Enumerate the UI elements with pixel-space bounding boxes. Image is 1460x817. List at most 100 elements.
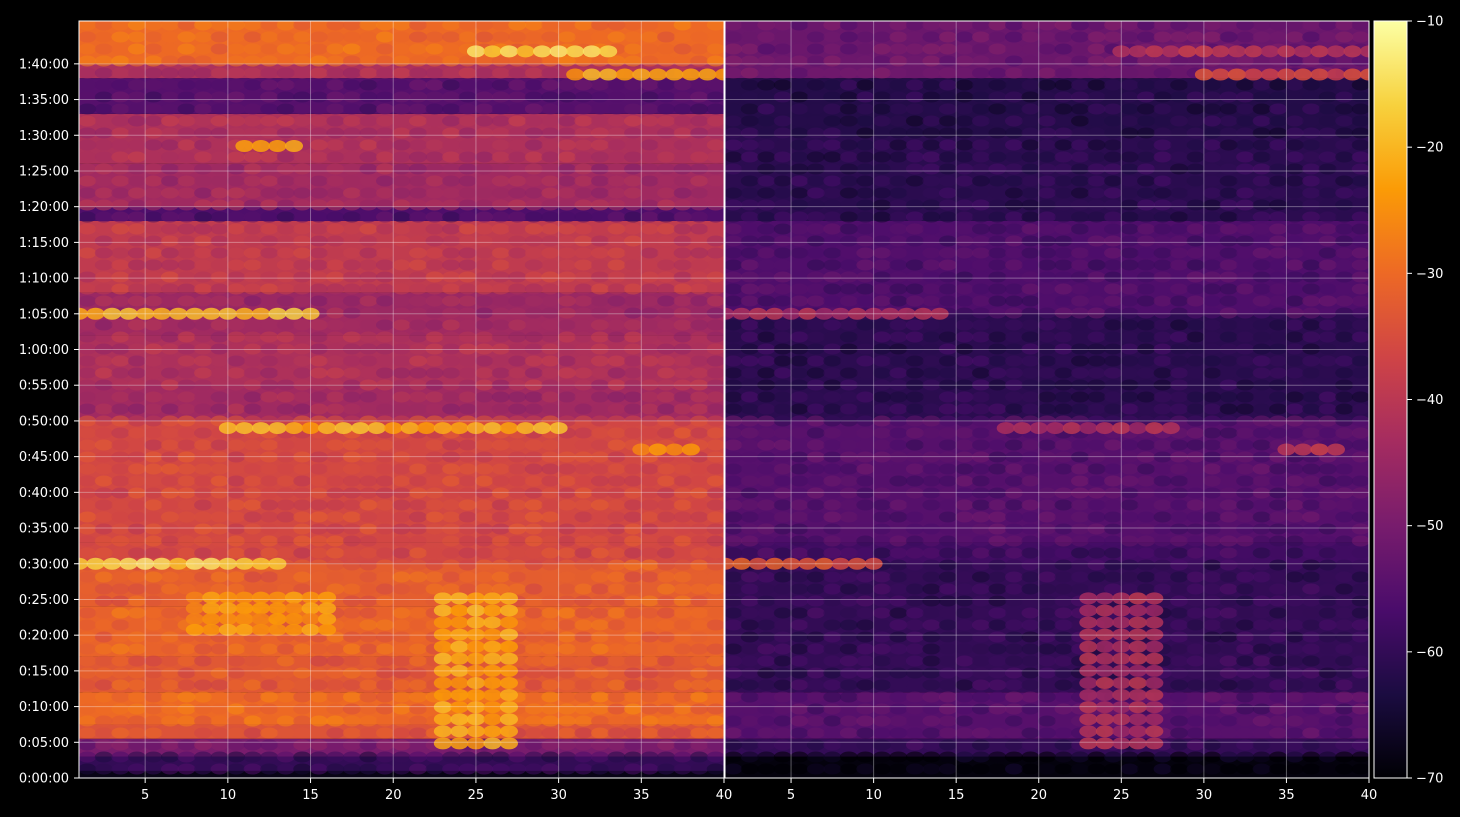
heatmap-cell [94,127,113,139]
heatmap-cell [1236,175,1255,187]
heatmap-cell [1186,655,1205,667]
heatmap-cell [757,151,776,163]
heatmap-cell [673,535,692,547]
heatmap-cell [905,283,924,295]
heatmap-cell [342,691,361,703]
heatmap-cell [607,523,626,535]
heatmap-cell [111,103,130,115]
heatmap-cell [541,391,560,403]
heatmap-cell [574,55,593,67]
heatmap-cell [938,247,957,259]
heatmap-hotspot [500,737,518,750]
heatmap-cell [79,583,97,595]
heatmap-cell [1054,523,1073,535]
heatmap-cell [177,751,196,763]
heatmap-cell [725,547,743,559]
heatmap-cell [1120,103,1139,115]
heatmap-hotspot [318,591,337,604]
heatmap-cell [127,127,146,139]
heatmap-cell [1252,127,1271,139]
heatmap-cell [1087,43,1106,55]
heatmap-cell [111,607,130,619]
heatmap-cell [227,199,246,211]
heatmap-cell [541,235,560,247]
heatmap-cell [276,31,295,43]
heatmap-cell [673,199,692,211]
heatmap-cell [740,79,759,91]
heatmap-cell [1252,715,1271,727]
heatmap-cell [971,523,990,535]
heatmap-cell [955,415,974,427]
heatmap-cell [260,247,279,259]
heatmap-cell [690,247,709,259]
heatmap-cell [127,655,146,667]
heatmap-cell [640,175,659,187]
heatmap-cell [293,271,312,283]
heatmap-cell [806,595,825,607]
heatmap-cell [806,451,825,463]
heatmap-cell [1021,475,1040,487]
heatmap-cell [210,643,229,655]
heatmap-cell [79,115,97,127]
heatmap-cell [624,151,643,163]
heatmap-cell [872,295,891,307]
heatmap-cell [773,319,792,331]
heatmap-cell [475,487,494,499]
heatmap-cell [144,547,163,559]
heatmap-cell [955,379,974,391]
heatmap-cell [1203,391,1222,403]
heatmap-cell [160,247,179,259]
heatmap-cell [790,391,809,403]
heatmap-cell [144,79,163,91]
heatmap-cell [1318,247,1337,259]
heatmap-cell [905,391,924,403]
heatmap-hotspot [251,422,270,435]
heatmap-cell [1302,103,1321,115]
heatmap-cell [409,67,428,79]
heatmap-cell [210,139,229,151]
heatmap-cell [557,163,576,175]
heatmap-cell [127,199,146,211]
heatmap-cell [94,163,113,175]
heatmap-cell [624,211,643,223]
heatmap-cell [938,127,957,139]
heatmap-cell [94,499,113,511]
heatmap-cell [640,463,659,475]
heatmap-cell [458,103,477,115]
heatmap-cell [326,739,345,751]
heatmap-cell [458,163,477,175]
heatmap-cell [640,547,659,559]
heatmap-cell [657,547,676,559]
heatmap-cell [624,463,643,475]
heatmap-cell [1269,307,1288,319]
heatmap-cell [227,643,246,655]
heatmap-cell [359,403,378,415]
heatmap-cell [706,163,724,175]
heatmap-cell [1120,355,1139,367]
heatmap-cell [557,751,576,763]
heatmap-cell [1236,91,1255,103]
heatmap-cell [127,115,146,127]
heatmap-cell [541,259,560,271]
heatmap-cell [94,115,113,127]
heatmap-cell [111,211,130,223]
heatmap-cell [889,583,908,595]
heatmap-cell [177,523,196,535]
heatmap-cell [706,403,724,415]
heatmap-cell [524,307,543,319]
heatmap-cell [94,283,113,295]
heatmap-cell [624,139,643,151]
heatmap-cell [938,427,957,439]
heatmap-cell [607,691,626,703]
heatmap-cell [1186,163,1205,175]
heatmap-cell [690,355,709,367]
heatmap-cell [160,607,179,619]
heatmap-cell [673,319,692,331]
heatmap-cell [557,727,576,739]
heatmap-cell [557,607,576,619]
heatmap-cell [375,511,394,523]
heatmap-cell [1071,187,1090,199]
heatmap-cell [425,307,444,319]
heatmap-cell [1269,703,1288,715]
heatmap-cell [260,343,279,355]
